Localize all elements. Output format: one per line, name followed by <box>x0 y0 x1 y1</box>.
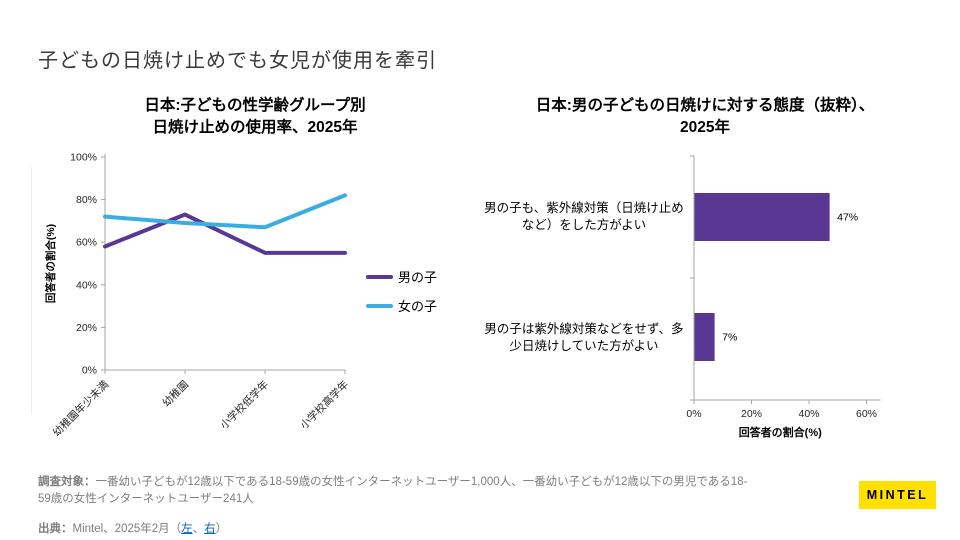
line-chart-title-line2: 日焼け止めの使用率、2025年 <box>152 119 358 137</box>
survey-base-text: 一番幼い子どもが12歳以下である18-59歳の女性インターネットユーザー1,00… <box>38 475 748 505</box>
svg-text:20%: 20% <box>741 408 762 420</box>
chart-frame-line <box>31 167 32 414</box>
bar-chart-section: 日本:男の子どもの日焼けに対する態度（抜粋）、 2025年 男の子も、紫外線対策… <box>480 95 930 460</box>
survey-base-note: 調査対象：一番幼い子どもが12歳以下である18-59歳の女性インターネットユーザ… <box>38 474 750 509</box>
legend-item-boys: 男の子 <box>366 267 437 286</box>
svg-text:80%: 80% <box>76 194 97 206</box>
survey-base-label: 調査対象： <box>38 475 96 488</box>
svg-text:幼稚園: 幼稚園 <box>160 378 191 409</box>
bar-chart: 0% 20% 40% 60% 回答者の割合(%) 47% 7% <box>686 155 881 439</box>
line-chart-section: 日本:子どもの性学齢グループ別 日焼け止めの使用率、2025年 0% 20% 40%… <box>30 95 480 460</box>
svg-text:60%: 60% <box>76 237 97 249</box>
svg-text:0%: 0% <box>82 365 97 377</box>
source-text-suffix: ） <box>215 522 228 535</box>
source-line: 出典：Mintel、2025年2月（左、右） <box>38 520 227 536</box>
bar-category-label-1: 男の子も、紫外線対策（日焼け止めなど）をした方がよい <box>484 200 684 233</box>
svg-text:小学校高学年: 小学校高学年 <box>297 378 351 432</box>
source-text: Mintel、2025年2月（ <box>72 522 182 535</box>
svg-text:47%: 47% <box>837 212 858 224</box>
boys-line-swatch <box>366 274 393 279</box>
bar-chart-title: 日本:男の子どもの日焼けに対する態度（抜粋）、 2025年 <box>480 95 930 140</box>
line-chart-title-line1: 日本:子どもの性学齢グループ別 <box>144 97 366 114</box>
bar-chart-title-line1: 日本:男の子どもの日焼けに対する態度（抜粋）、 <box>535 97 875 114</box>
line-chart-title: 日本:子どもの性学齢グループ別 日焼け止めの使用率、2025年 <box>30 95 480 140</box>
legend-label-boys: 男の子 <box>398 270 438 285</box>
svg-text:0%: 0% <box>686 408 701 420</box>
mintel-logo: MINTEL <box>859 481 936 509</box>
svg-text:60%: 60% <box>856 408 877 420</box>
line-chart: 0% 20% 40% 60% 80% 100% 幼稚園年少未満 幼稚園 小学校低学年 小学校高学年… <box>44 152 351 440</box>
svg-text:20%: 20% <box>76 322 97 334</box>
line-chart-legend: 男の子 女の子 <box>366 267 437 315</box>
svg-text:40%: 40% <box>798 408 819 420</box>
girls-line-swatch <box>366 303 393 308</box>
page-title: 子どもの日焼け止めでも女児が使用を牽引 <box>38 50 437 72</box>
source-link-left[interactable]: 左 <box>181 522 193 535</box>
svg-text:7%: 7% <box>722 332 737 344</box>
svg-text:幼稚園年少未満: 幼稚園年少未満 <box>50 378 112 440</box>
source-link-right[interactable]: 右 <box>204 522 216 535</box>
source-separator: 、 <box>192 522 205 535</box>
source-label: 出典： <box>38 522 73 535</box>
legend-item-girls: 女の子 <box>366 296 437 315</box>
svg-text:回答者の割合(%): 回答者の割合(%) <box>44 224 57 303</box>
bar-chart-title-line2: 2025年 <box>680 119 730 137</box>
bar-category-label-2: 男の子は紫外線対策などをせず、多少日焼けしていた方がよい <box>484 321 684 354</box>
svg-text:40%: 40% <box>76 279 97 291</box>
svg-text:小学校低学年: 小学校低学年 <box>217 378 271 432</box>
svg-text:100%: 100% <box>70 152 97 164</box>
svg-text:回答者の割合(%): 回答者の割合(%) <box>739 425 822 439</box>
legend-label-girls: 女の子 <box>398 299 438 314</box>
